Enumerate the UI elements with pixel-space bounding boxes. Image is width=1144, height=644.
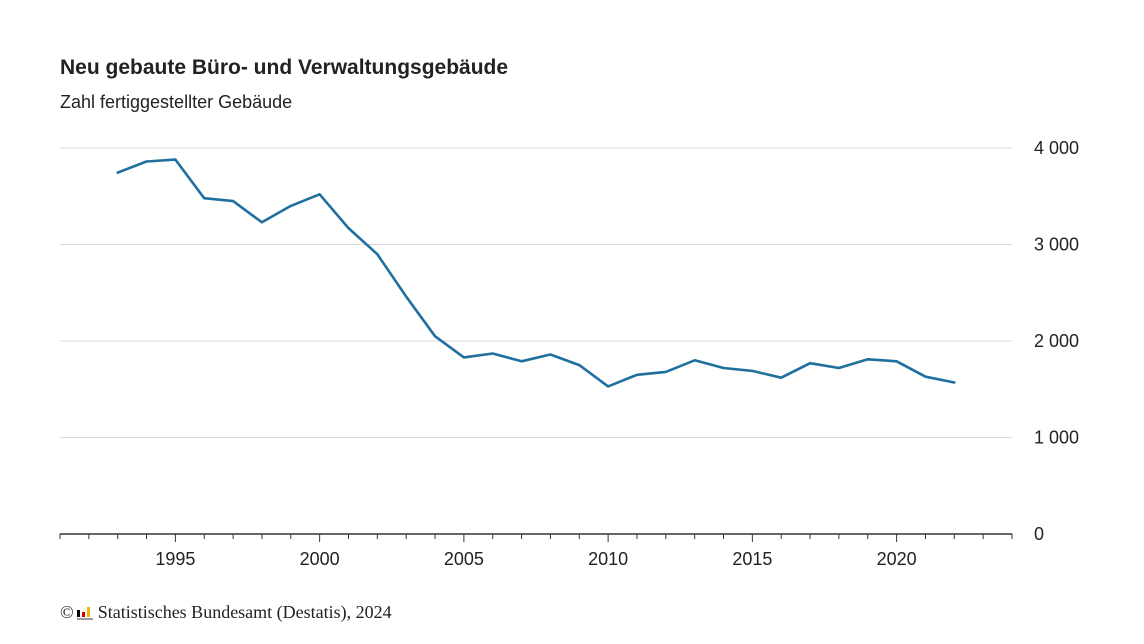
series-layer xyxy=(116,158,956,388)
x-tick-label: 2000 xyxy=(300,549,340,569)
x-tick-label: 1995 xyxy=(155,549,195,569)
y-tick-label: 1 000 xyxy=(1034,428,1079,448)
copyright-symbol: © xyxy=(60,602,74,622)
source-footer: © Statistisches Bundesamt (Destatis), 20… xyxy=(60,602,392,623)
gridlines xyxy=(60,147,1012,438)
chart-subtitle: Zahl fertiggestellter Gebäude xyxy=(60,92,293,112)
y-tick-label: 2 000 xyxy=(1034,331,1079,351)
x-tick-label: 2020 xyxy=(877,549,917,569)
destatis-logo-icon xyxy=(76,606,93,620)
x-tick-label: 2005 xyxy=(444,549,484,569)
x-axis xyxy=(59,533,1013,542)
chart-title: Neu gebaute Büro- und Verwaltungsgebäude xyxy=(60,56,509,79)
x-tick-label: 2015 xyxy=(732,549,772,569)
source-text: Statistisches Bundesamt (Destatis), 2024 xyxy=(97,602,392,622)
y-tick-label: 4 000 xyxy=(1034,138,1079,158)
series-line xyxy=(116,158,956,388)
tick-labels: 0 1 000 2 000 3 000 4 000 1995 2000 2005 2010 201… xyxy=(155,138,1079,569)
y-tick-label: 0 xyxy=(1034,524,1044,544)
x-tick-label: 2010 xyxy=(588,549,628,569)
y-tick-label: 3 000 xyxy=(1034,235,1079,255)
